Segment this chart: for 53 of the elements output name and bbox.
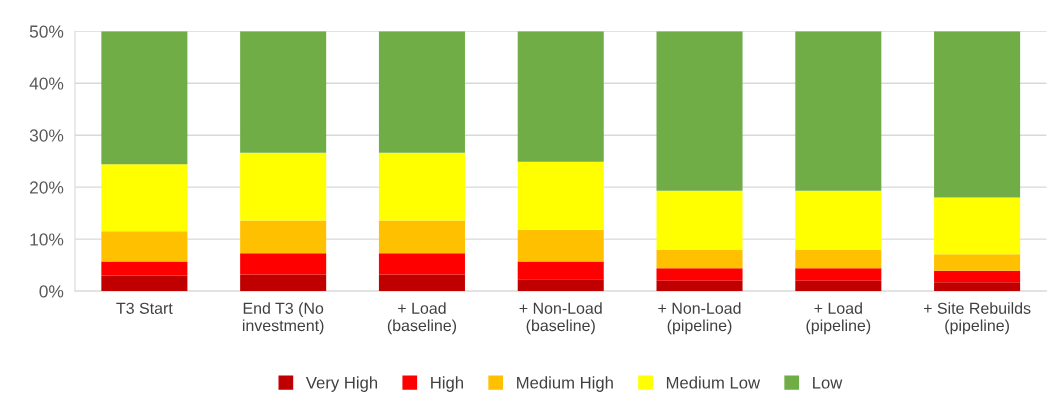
- x-tick-label: + Load (pipeline): [806, 302, 871, 335]
- bar: [795, 190, 882, 251]
- bar: [378, 220, 465, 254]
- x-tick-label: End T3 (No investment): [242, 302, 324, 335]
- bar: [101, 261, 188, 276]
- y-tick-label: 30%: [29, 129, 64, 142]
- y-tick-label: 10%: [30, 233, 64, 246]
- bar: [378, 31, 465, 153]
- x-tick-label: + Site Rebuilds (pipeline): [923, 302, 1031, 335]
- bar: [240, 253, 327, 275]
- legend-label: Medium High: [517, 376, 613, 392]
- bar: [656, 268, 743, 281]
- y-tick-label: 20%: [29, 181, 64, 194]
- x-tick-label: + Non-Load (baseline): [519, 302, 602, 335]
- bar: [656, 250, 743, 269]
- bar: [378, 152, 465, 221]
- bar: [240, 152, 327, 221]
- legend-label: Low: [813, 376, 843, 389]
- bar: [240, 274, 327, 292]
- bar: [378, 274, 465, 292]
- legend-label: High: [431, 376, 463, 392]
- bar: [795, 280, 882, 292]
- x-tick-label: + Non-Load (pipeline): [658, 302, 741, 335]
- bar: [934, 254, 1021, 271]
- bar: [656, 280, 743, 292]
- bar: [101, 231, 188, 262]
- bar: [934, 197, 1021, 255]
- bar: [517, 261, 604, 280]
- bar: [101, 164, 188, 232]
- y-tick-label: 40%: [29, 77, 64, 90]
- y-tick-label: 50%: [29, 25, 64, 38]
- bar: [934, 31, 1021, 198]
- x-tick-label: + Load (baseline): [387, 302, 457, 335]
- bar: [517, 31, 604, 162]
- bar: [934, 270, 1021, 283]
- bar: [517, 161, 604, 230]
- bar: [795, 250, 882, 269]
- bar: [101, 275, 188, 292]
- legend-label: Medium Low: [666, 376, 761, 389]
- x-tick-label: T3 Start: [116, 302, 173, 314]
- bar: [240, 220, 327, 254]
- legend-label: Very High: [305, 376, 378, 392]
- bar: [101, 31, 188, 165]
- bar: [656, 31, 743, 191]
- bar: [517, 279, 604, 292]
- bar: [934, 282, 1021, 292]
- bar: [656, 190, 743, 251]
- bar: [378, 253, 465, 275]
- bar: [240, 31, 327, 153]
- bar: [795, 31, 882, 191]
- bar: [795, 268, 882, 281]
- bar: [517, 229, 604, 262]
- y-tick-label: 0%: [39, 285, 64, 298]
